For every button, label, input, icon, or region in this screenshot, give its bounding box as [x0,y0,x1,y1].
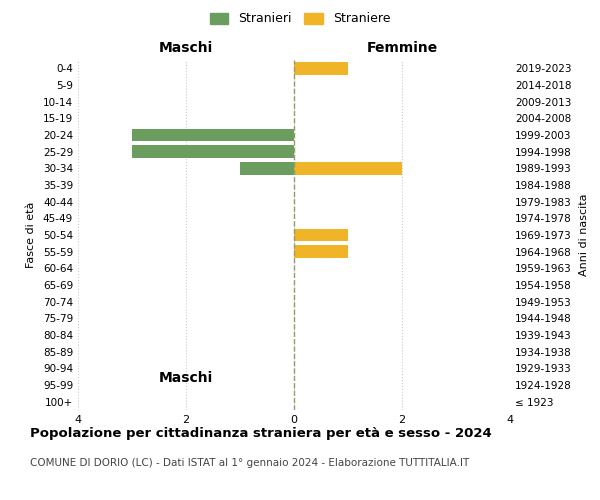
Bar [294,62,348,74]
Y-axis label: Anni di nascita: Anni di nascita [578,194,589,276]
Bar [132,129,294,141]
Text: Popolazione per cittadinanza straniera per età e sesso - 2024: Popolazione per cittadinanza straniera p… [30,428,492,440]
Text: COMUNE DI DORIO (LC) - Dati ISTAT al 1° gennaio 2024 - Elaborazione TUTTITALIA.I: COMUNE DI DORIO (LC) - Dati ISTAT al 1° … [30,458,469,468]
Bar [294,162,402,174]
Bar [294,246,348,258]
Bar [132,146,294,158]
Text: Maschi: Maschi [159,41,213,55]
Y-axis label: Fasce di età: Fasce di età [26,202,36,268]
Legend: Stranieri, Straniere: Stranieri, Straniere [206,8,394,29]
Text: Femmine: Femmine [367,41,437,55]
Bar [240,162,294,174]
Text: Maschi: Maschi [159,370,213,384]
Bar [294,229,348,241]
